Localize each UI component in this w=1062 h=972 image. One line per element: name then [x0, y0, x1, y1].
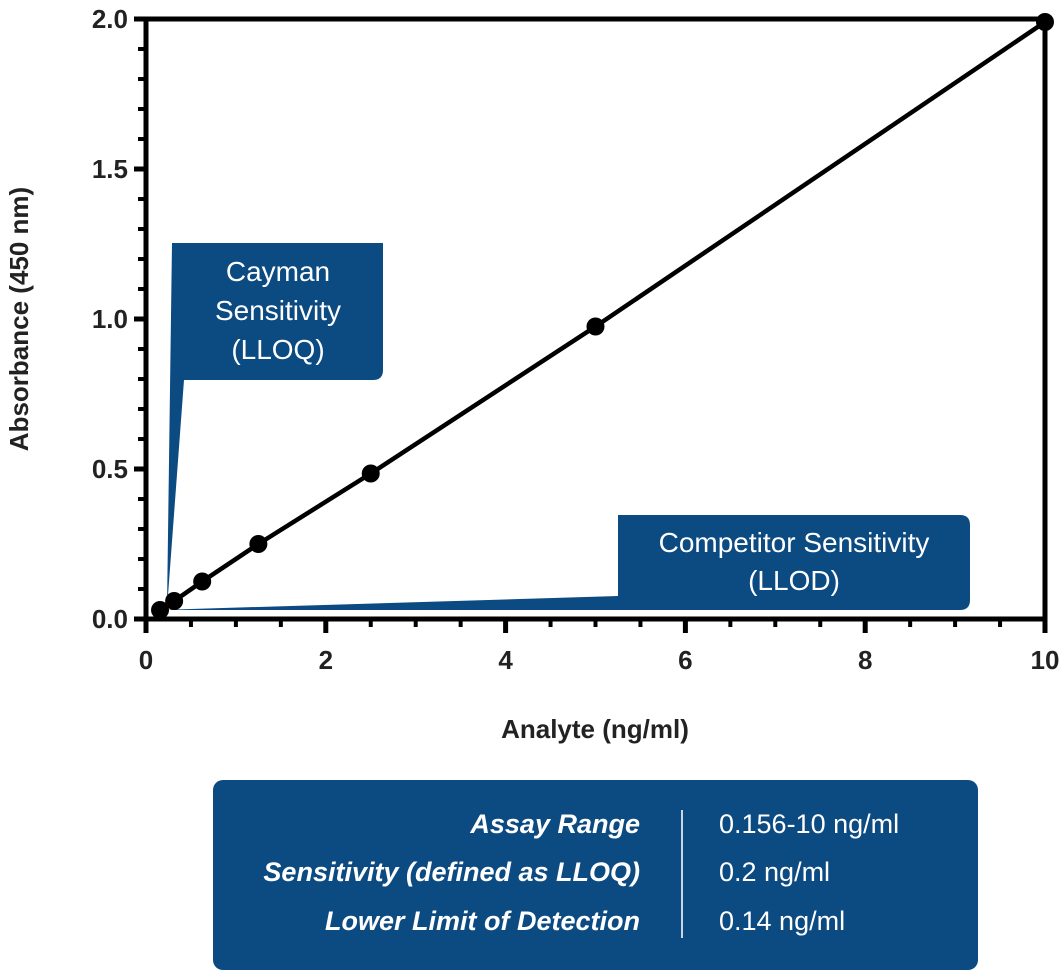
data-point — [165, 592, 184, 610]
competitor-callout-line: Competitor Sensitivity — [659, 527, 930, 558]
x-tick-label: 8 — [858, 645, 872, 675]
y-tick-label: 2.0 — [92, 4, 128, 34]
y-tick-label: 0.0 — [92, 604, 128, 634]
competitor-callout-line: (LLOD) — [748, 565, 840, 596]
cayman-callout-line: (LLOQ) — [231, 334, 324, 365]
x-tick-label: 0 — [139, 645, 153, 675]
x-axis-title: Analyte (ng/ml) — [501, 714, 689, 744]
info-value: 0.14 ng/ml — [719, 906, 846, 936]
info-row-sensitivity: Sensitivity (defined as LLOQ) 0.2 ng/ml — [213, 851, 978, 897]
info-label: Sensitivity (defined as LLOQ) — [263, 857, 640, 887]
info-row-assay-range: Assay Range 0.156-10 ng/ml — [213, 803, 978, 849]
data-point — [249, 535, 268, 553]
cayman-callout-line: Cayman — [226, 256, 330, 287]
cayman-callout-box — [166, 243, 383, 609]
info-value: 0.2 ng/ml — [719, 857, 831, 887]
info-divider — [681, 810, 683, 938]
standard-curve-chart: Cayman Sensitivity (LLOQ) Competitor Sensit… — [4, 4, 1060, 744]
x-tick-label: 10 — [1031, 645, 1060, 675]
info-value: 0.156-10 ng/ml — [719, 809, 900, 839]
info-label: Assay Range — [470, 809, 640, 839]
data-point — [586, 317, 605, 336]
x-tick-label: 2 — [319, 645, 333, 675]
plot-frame — [143, 16, 1048, 622]
data-point — [151, 601, 170, 619]
x-tick-label: 4 — [498, 645, 513, 675]
data-point — [1036, 13, 1054, 31]
data-point — [193, 572, 212, 591]
info-row-lower-limit: Lower Limit of Detection 0.14 ng/ml — [213, 900, 978, 946]
y-tick-label: 0.5 — [92, 454, 128, 484]
cayman-callout-line: Sensitivity — [215, 295, 341, 326]
x-tick-label: 6 — [678, 645, 692, 675]
info-label: Lower Limit of Detection — [324, 906, 640, 936]
competitor-callout-box — [158, 515, 970, 610]
y-tick-label: 1.0 — [92, 304, 128, 334]
assay-info-table: Assay Range 0.156-10 ng/ml Sensitivity (… — [213, 780, 978, 970]
data-point — [361, 464, 380, 483]
y-tick-label: 1.5 — [92, 154, 128, 184]
y-axis-title: Absorbance (450 nm) — [4, 187, 34, 451]
